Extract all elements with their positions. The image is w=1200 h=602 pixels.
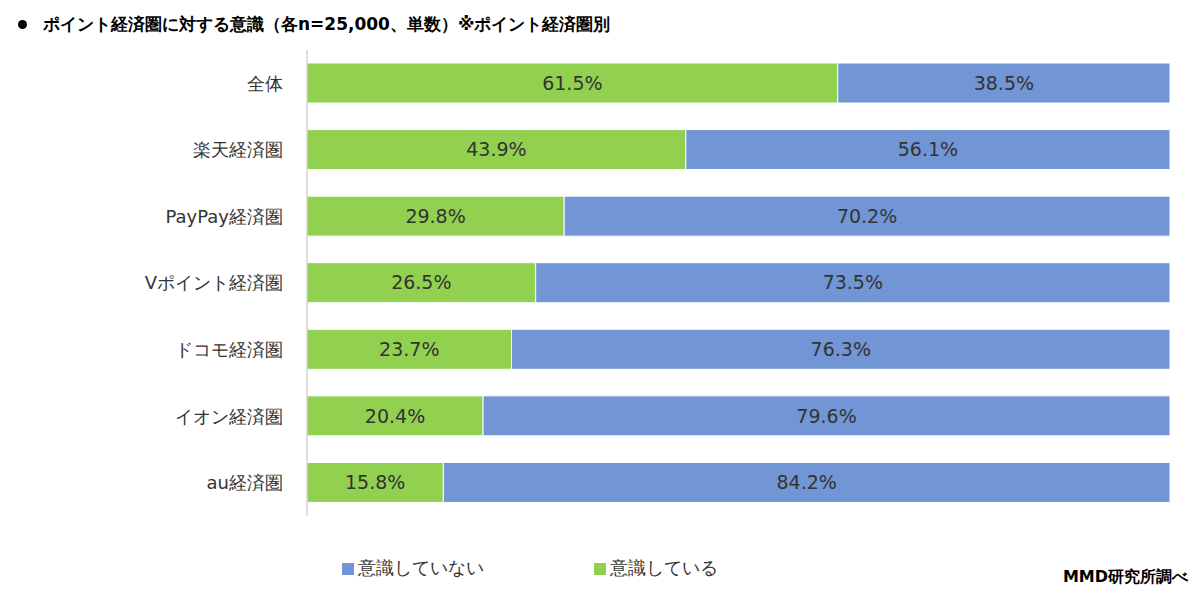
svg-text:au経済圏: au経済圏 — [207, 472, 283, 493]
svg-text:73.5%: 73.5% — [823, 271, 883, 293]
svg-text:61.5%: 61.5% — [542, 72, 602, 94]
html-text:意識していない: 意識していない — [358, 557, 484, 578]
svg-text:15.8%: 15.8% — [345, 471, 405, 493]
svg-text:全体: 全体 — [247, 73, 283, 94]
svg-text:79.6%: 79.6% — [796, 405, 856, 427]
svg-text:20.4%: 20.4% — [365, 405, 425, 427]
svg-text:ドコモ経済圏: ドコモ経済圏 — [175, 339, 283, 360]
svg-text:イオン経済圏: イオン経済圏 — [175, 406, 283, 427]
svg-text:84.2%: 84.2% — [776, 471, 836, 493]
svg-text:56.1%: 56.1% — [898, 138, 958, 160]
svg-text:38.5%: 38.5% — [974, 72, 1034, 94]
svg-text:70.2%: 70.2% — [837, 205, 897, 227]
svg-text:26.5%: 26.5% — [391, 271, 451, 293]
svg-text:76.3%: 76.3% — [811, 338, 871, 360]
html-text:意識している: 意識している — [610, 557, 718, 578]
svg-text:楽天経済圏: 楽天経済圏 — [193, 139, 283, 160]
html-text:ポイント経済圏に対する意識（各n=25,000、単数）※ポイ: ポイント経済圏に対する意識（各n=25,000、単数）※ポイント経済圏別 — [43, 14, 611, 34]
svg-text:23.7%: 23.7% — [379, 338, 439, 360]
svg-text:Vポイント経済圏: Vポイント経済圏 — [145, 272, 283, 293]
svg-text:PayPay経済圏: PayPay経済圏 — [166, 206, 283, 227]
html-text:MMD研究所調べ: MMD研究所調べ — [1062, 567, 1188, 586]
svg-text:29.8%: 29.8% — [405, 205, 465, 227]
svg-text:43.9%: 43.9% — [466, 138, 526, 160]
